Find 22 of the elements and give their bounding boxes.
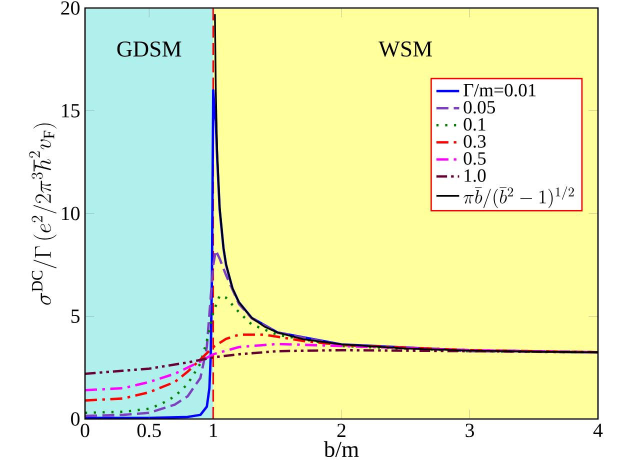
y-tick-label: 20 [61, 1, 80, 15]
y-tick-label: 10 [62, 206, 80, 220]
legend-label: Γ/m=0.01 [464, 84, 536, 97]
y-tick-label: 5 [71, 310, 80, 323]
x-tick-label: 0.5 [137, 424, 161, 438]
x-tick-label: 4 [593, 424, 603, 437]
legend-label: 0.05 [464, 100, 495, 114]
y-tick-label: 15 [62, 104, 80, 118]
y-tick-label: 0 [71, 412, 80, 426]
legend-label: 0.3 [464, 135, 486, 148]
legend-label: $\pi\bar{b}/(\bar{b}^{2}-1)^{1/2}$ [464, 186, 574, 208]
y-axis-title: $\sigma^{\mathrm{DC}} / \Gamma\,(e^{2}/ 2\pi^{3}\hbar^{2} v_{\mathrm{F}})$ [29, 123, 57, 305]
band-label: WSM [378, 41, 432, 57]
x-tick-label: 0 [80, 424, 90, 438]
legend-label: 0.5 [464, 152, 486, 165]
x-axis-title: b/m [324, 441, 359, 458]
x-tick-label: 2 [337, 424, 346, 437]
x-tick-label: 3 [466, 424, 474, 438]
x-tick-label: 1 [210, 424, 218, 437]
legend-label: 1.0 [464, 169, 486, 182]
legend-label: 0.1 [464, 118, 486, 131]
band-label: GDSM [117, 41, 182, 57]
